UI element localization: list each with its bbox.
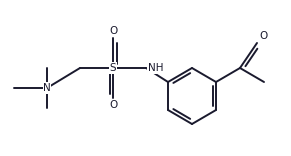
Text: O: O <box>259 31 267 41</box>
Text: S: S <box>110 63 116 73</box>
Text: O: O <box>109 26 117 36</box>
Text: O: O <box>109 100 117 110</box>
Text: NH: NH <box>148 63 164 73</box>
Text: N: N <box>43 83 51 93</box>
